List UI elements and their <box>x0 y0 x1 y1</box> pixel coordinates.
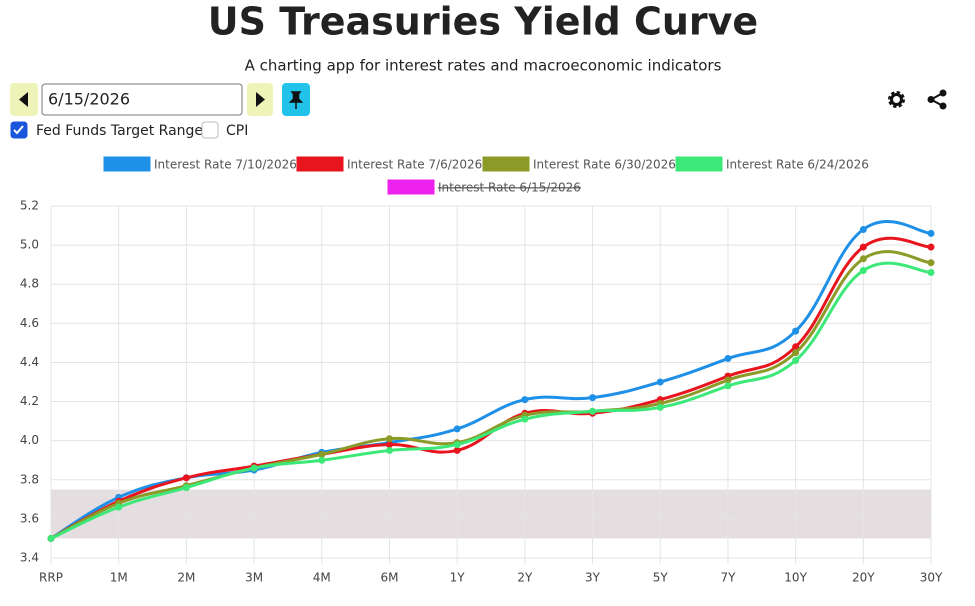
legend-label: Interest Rate 7/6/2026 <box>347 158 482 172</box>
cpi-label: CPI <box>226 123 248 139</box>
x-tick-label: 10Y <box>784 571 807 585</box>
x-tick-label: RRP <box>39 571 63 585</box>
app-title: US Treasuries Yield Curve <box>208 0 758 44</box>
data-point <box>724 376 732 384</box>
data-point <box>589 407 597 415</box>
x-tick-label: 1Y <box>450 571 466 585</box>
x-tick-label: 6M <box>380 571 398 585</box>
y-tick-label: 5.0 <box>20 238 39 252</box>
legend-label: Interest Rate 7/10/2026 <box>154 158 297 172</box>
prev-button[interactable] <box>10 83 38 116</box>
legend-swatch <box>296 156 344 172</box>
legend-swatch <box>103 156 151 172</box>
cpi-checkbox[interactable] <box>201 121 219 139</box>
settings-button[interactable] <box>880 83 913 116</box>
y-tick-label: 4.8 <box>20 277 39 291</box>
data-point <box>792 349 800 357</box>
date-value: 6/15/2026 <box>48 90 130 109</box>
data-point <box>521 396 529 404</box>
data-point <box>792 356 800 364</box>
y-tick-label: 3.4 <box>20 551 39 565</box>
y-tick-label: 4.4 <box>20 355 39 369</box>
data-point <box>250 464 258 472</box>
x-tick-label: 5Y <box>653 571 669 585</box>
x-tick-label: 7Y <box>720 571 736 585</box>
data-point <box>792 343 800 351</box>
legend-item[interactable]: Interest Rate 7/10/2026 <box>103 156 297 172</box>
legend-label: Interest Rate 6/15/2026 <box>438 181 581 195</box>
data-point <box>859 243 867 251</box>
data-point <box>115 503 123 511</box>
date-input[interactable] <box>41 83 243 116</box>
legend-label: Interest Rate 6/24/2026 <box>726 158 869 172</box>
x-tick-label: 2M <box>177 571 195 585</box>
legend-swatch <box>675 156 723 172</box>
x-tick-label: 2Y <box>517 571 533 585</box>
subtitle: A charting app for interest rates and ma… <box>245 57 722 75</box>
data-point <box>182 484 190 492</box>
legend-label: Interest Rate 6/30/2026 <box>533 158 676 172</box>
y-tick-label: 3.8 <box>20 472 39 486</box>
data-point <box>385 441 393 449</box>
data-point <box>724 382 732 390</box>
x-tick-label: 1M <box>110 571 128 585</box>
data-point <box>927 229 935 237</box>
pin-button[interactable] <box>282 83 310 116</box>
y-tick-label: 4.6 <box>20 316 39 330</box>
y-tick-label: 3.6 <box>20 511 39 525</box>
next-button[interactable] <box>247 83 273 116</box>
data-point <box>47 534 55 542</box>
data-point <box>385 446 393 454</box>
data-point <box>318 450 326 458</box>
legend-item[interactable]: Interest Rate 6/30/2026 <box>482 156 676 172</box>
data-point <box>927 243 935 251</box>
x-tick-label: 30Y <box>920 571 943 585</box>
data-point <box>521 415 529 423</box>
data-point <box>792 327 800 335</box>
data-point <box>927 268 935 276</box>
y-tick-label: 4.2 <box>20 394 39 408</box>
data-point <box>589 394 597 402</box>
data-point <box>927 259 935 267</box>
y-tick-label: 5.2 <box>20 199 39 213</box>
legend-item[interactable]: Interest Rate 6/15/2026 <box>387 179 581 195</box>
data-point <box>656 378 664 386</box>
x-tick-label: 3Y <box>585 571 601 585</box>
fed-funds-band <box>51 489 931 539</box>
legend-item[interactable]: Interest Rate 7/6/2026 <box>296 156 482 172</box>
legend-swatch <box>482 156 530 172</box>
data-point <box>859 225 867 233</box>
x-tick-label: 4M <box>313 571 331 585</box>
share-button[interactable] <box>920 83 954 116</box>
data-point <box>318 456 326 464</box>
data-point <box>453 441 461 449</box>
x-tick-label: 20Y <box>852 571 875 585</box>
data-point <box>859 255 867 263</box>
fed-funds-label: Fed Funds Target Range <box>36 123 203 139</box>
legend-item[interactable]: Interest Rate 6/24/2026 <box>675 156 869 172</box>
data-point <box>385 435 393 443</box>
fed-funds-checkbox[interactable] <box>10 121 28 139</box>
data-point <box>656 403 664 411</box>
data-point <box>453 446 461 454</box>
y-tick-label: 4.0 <box>20 433 39 447</box>
data-point <box>724 355 732 363</box>
data-point <box>859 267 867 275</box>
data-point <box>182 474 190 482</box>
x-tick-label: 3M <box>245 571 263 585</box>
data-point <box>453 425 461 433</box>
legend-swatch <box>387 179 435 195</box>
